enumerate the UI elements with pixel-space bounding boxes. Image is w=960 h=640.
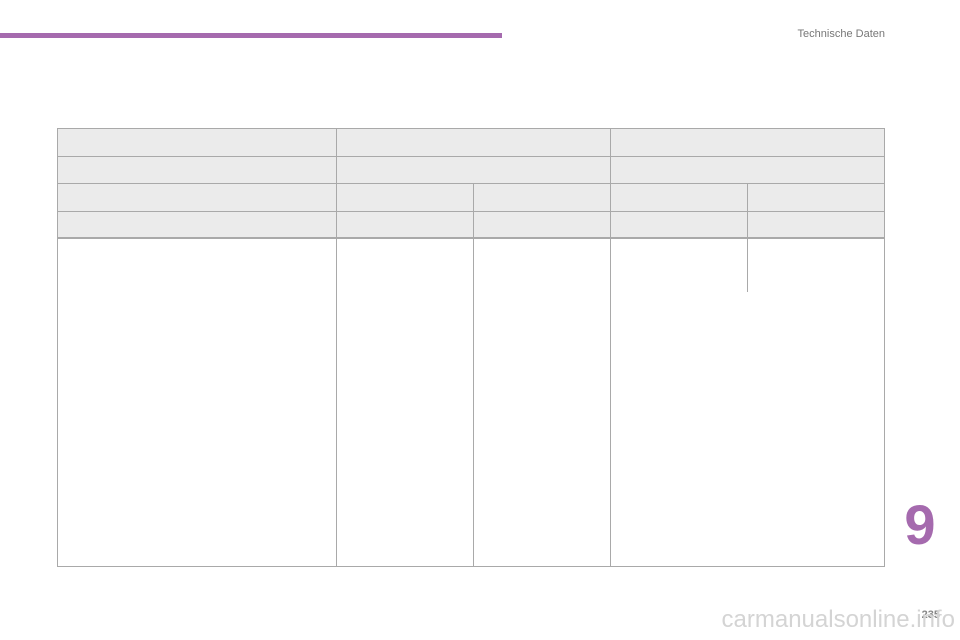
header-title: Technische Daten [797, 28, 885, 40]
watermark: carmanualsonline.info [721, 606, 955, 633]
header-bar [0, 33, 502, 38]
table-grid [57, 128, 885, 567]
chapter-number: 9 [904, 493, 936, 556]
table-border [57, 128, 885, 567]
page-number: 235 [921, 609, 940, 621]
